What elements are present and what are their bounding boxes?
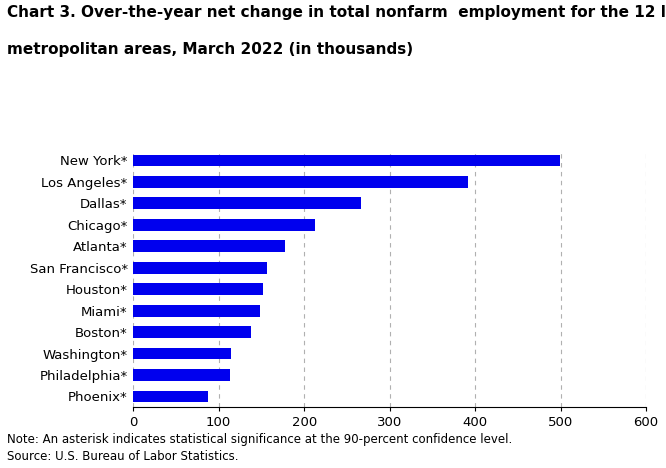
- Bar: [133, 262, 267, 274]
- Bar: [133, 197, 362, 209]
- Bar: [133, 369, 230, 381]
- Bar: [133, 219, 315, 231]
- Bar: [133, 154, 559, 167]
- Text: Note: An asterisk indicates statistical significance at the 90-percent confidenc: Note: An asterisk indicates statistical …: [7, 433, 512, 446]
- Bar: [133, 305, 260, 316]
- Bar: [133, 390, 208, 402]
- Bar: [133, 176, 468, 188]
- Text: Source: U.S. Bureau of Labor Statistics.: Source: U.S. Bureau of Labor Statistics.: [7, 450, 238, 463]
- Bar: [133, 326, 251, 338]
- Bar: [133, 348, 232, 359]
- Text: Chart 3. Over-the-year net change in total nonfarm  employment for the 12 larges: Chart 3. Over-the-year net change in tot…: [7, 5, 666, 20]
- Text: metropolitan areas, March 2022 (in thousands): metropolitan areas, March 2022 (in thous…: [7, 42, 413, 57]
- Bar: [133, 283, 263, 295]
- Bar: [133, 241, 285, 252]
